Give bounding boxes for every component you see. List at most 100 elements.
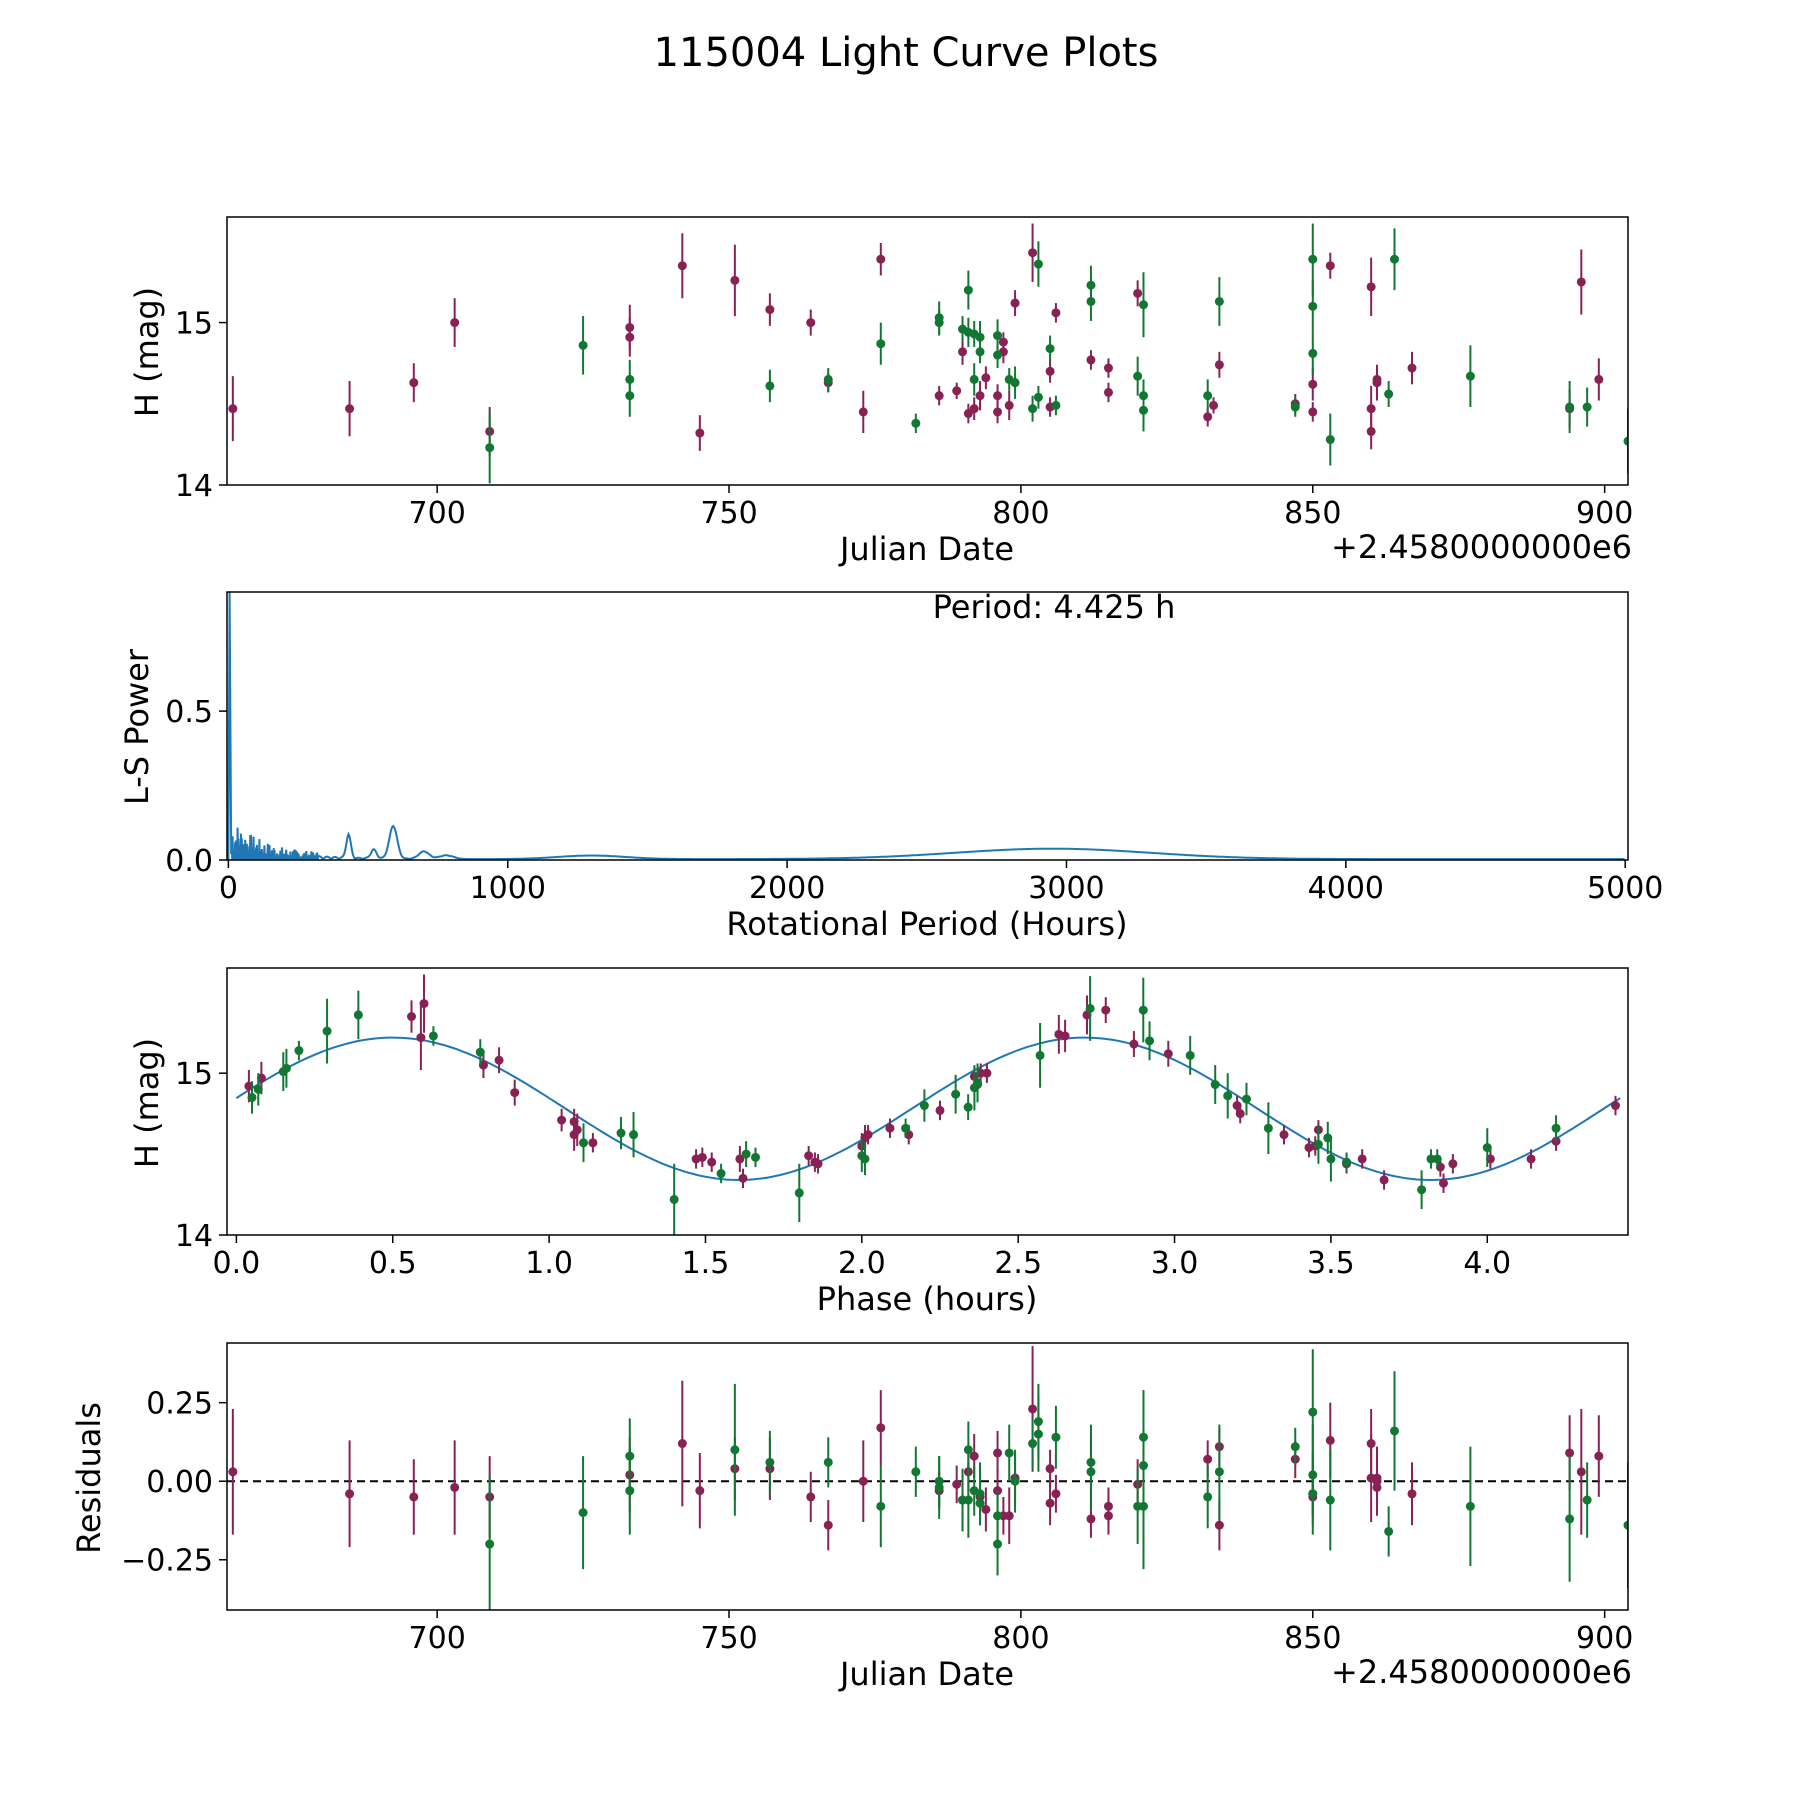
light-curve-data-point (1010, 298, 1020, 308)
residuals-data-point (876, 1423, 886, 1433)
phased-data-point (697, 1152, 707, 1162)
figure-title: 115004 Light Curve Plots (654, 30, 1159, 76)
residuals-data-point (952, 1479, 962, 1489)
light-curve-data-point (677, 261, 687, 271)
light-curve-data-point (1028, 248, 1038, 258)
phased-data-point (751, 1152, 761, 1162)
phased-axes-frame (226, 967, 1629, 1236)
light-curve-data-point (993, 391, 1003, 401)
residuals-data-point (765, 1457, 775, 1467)
periodogram-y-label: L-S Power (118, 648, 156, 805)
residuals-data-point (993, 1448, 1003, 1458)
light-curve-data-point (1465, 371, 1475, 381)
light-curve-data-point (695, 428, 705, 438)
phased-data-point (1185, 1050, 1195, 1060)
phased-data-point (1326, 1154, 1336, 1164)
residuals-data-point (1214, 1520, 1224, 1530)
light-curve-data-point (1308, 379, 1318, 389)
light-curve-data-point (1103, 387, 1113, 397)
light-curve-data-point (1051, 308, 1061, 318)
phased-data-point (569, 1130, 579, 1140)
light-curve-data-point (625, 332, 635, 342)
light-curve-data-point (934, 391, 944, 401)
phased-data-point (1145, 1036, 1155, 1046)
light-curve-data-point (969, 374, 979, 384)
light-curve-data-point (858, 407, 868, 417)
residuals-x-tick-label: 900 (1576, 1621, 1633, 1656)
phased-data-point (1379, 1175, 1389, 1185)
phased-y-tick-label: 14 (175, 1219, 213, 1254)
residuals-data-point (1325, 1495, 1335, 1505)
phased-x-tick-label: 2.5 (994, 1246, 1042, 1281)
residuals-y-label: Residuals (70, 1402, 108, 1554)
periodogram-y-tick-label: 0.5 (165, 695, 213, 730)
residuals-data-point (823, 1520, 833, 1530)
light-curve-data-point (1203, 391, 1213, 401)
phased-data-point (588, 1138, 598, 1148)
phased-data-point (579, 1138, 589, 1148)
light-curve-data-point (1138, 300, 1148, 310)
light-curve-data-point (1325, 435, 1335, 445)
residuals-x-label: Julian Date (838, 1655, 1014, 1693)
phased-data-point (1263, 1123, 1273, 1133)
light-curve-data-point (409, 378, 419, 388)
residuals-y-tick-label: 0.00 (146, 1465, 213, 1500)
phased-data-point (813, 1159, 823, 1169)
phased-x-tick-label: 3.0 (1151, 1246, 1199, 1281)
residuals-data-point (934, 1482, 944, 1492)
phased-data-point (281, 1063, 291, 1073)
phased-x-tick-label: 0.5 (369, 1246, 417, 1281)
phased-data-point (1526, 1154, 1536, 1164)
residuals-data-point (823, 1457, 833, 1467)
phased-data-point (735, 1154, 745, 1164)
light-curve-data-point (1133, 288, 1143, 298)
light-curve-data-point (1033, 259, 1043, 269)
phased-data-point (863, 1130, 873, 1140)
phased-data-point (669, 1194, 679, 1204)
residuals-data-point (1390, 1426, 1399, 1436)
phased-data-point (353, 1010, 363, 1020)
periodogram-x-tick-label: 3000 (1028, 871, 1104, 906)
phased-data-point (1101, 1005, 1111, 1015)
light-curve-data-point (876, 339, 886, 349)
residuals-data-point (963, 1495, 973, 1505)
light-curve-data-point (993, 407, 1003, 417)
residuals-data-point (1086, 1514, 1096, 1524)
light-curve-data-point (1133, 371, 1143, 381)
phased-data-point (860, 1154, 870, 1164)
phased-data-point (935, 1105, 945, 1115)
phased-data-point (1035, 1050, 1045, 1060)
light-curve-data-point (1576, 277, 1586, 287)
residuals-data-point (1086, 1467, 1096, 1477)
light-curve-data-point (969, 404, 979, 414)
residuals-data-point (578, 1508, 588, 1518)
phased-data-point (494, 1055, 504, 1065)
residuals-data-point (1103, 1501, 1113, 1511)
residuals-data-point (876, 1501, 886, 1511)
phased-data-point (1482, 1143, 1492, 1153)
residuals-data-point (625, 1486, 635, 1496)
light-curve-data-point (1384, 389, 1394, 399)
residuals-data-point (228, 1467, 238, 1477)
residuals-data-point (993, 1511, 1003, 1521)
light-curve-data-point (1308, 301, 1318, 311)
light-curve-data-point (625, 391, 635, 401)
residuals-data-point (1033, 1429, 1043, 1439)
light-curve-data-point (952, 386, 962, 396)
phased-data-point (1417, 1185, 1427, 1195)
light-curve-y-tick-label: 15 (175, 307, 213, 342)
phased-data-point (322, 1026, 332, 1036)
residuals-data-point (1028, 1404, 1038, 1414)
phased-data-point (1432, 1154, 1442, 1164)
residuals-data-point (1004, 1448, 1014, 1458)
periodogram-panel: L-S Power Rotational Period (Hours) Peri… (118, 588, 1663, 943)
phased-x-tick-label: 0.0 (213, 1246, 261, 1281)
phased-x-tick-label: 1.5 (682, 1246, 730, 1281)
residuals-x-tick-label: 850 (1284, 1621, 1341, 1656)
residuals-data-point (1576, 1467, 1586, 1477)
periodogram-x-tick-label: 1000 (470, 871, 546, 906)
phased-data-point (1357, 1154, 1367, 1164)
residuals-data-point (345, 1489, 355, 1499)
light-curve-data-point (485, 443, 495, 453)
